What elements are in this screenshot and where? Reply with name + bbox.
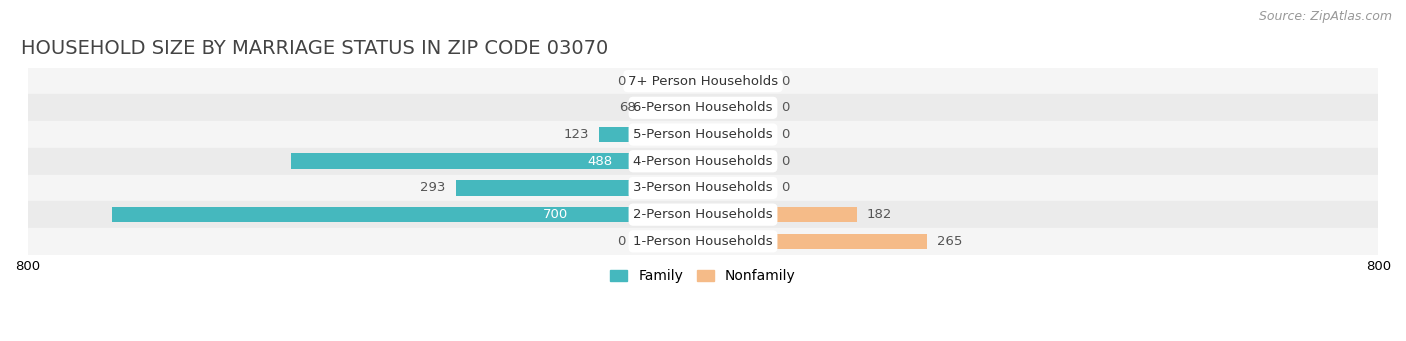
Text: 0: 0 bbox=[780, 181, 789, 194]
Bar bbox=[28, 121, 1378, 148]
Bar bbox=[112, 207, 703, 222]
Text: 0: 0 bbox=[617, 235, 626, 248]
Bar bbox=[703, 127, 770, 142]
Bar bbox=[703, 234, 927, 249]
Text: 2-Person Households: 2-Person Households bbox=[633, 208, 773, 221]
Text: 4-Person Households: 4-Person Households bbox=[633, 155, 773, 168]
Bar bbox=[28, 175, 1378, 201]
Text: 700: 700 bbox=[543, 208, 568, 221]
Text: 0: 0 bbox=[780, 75, 789, 88]
Bar bbox=[291, 153, 703, 169]
Text: 0: 0 bbox=[780, 155, 789, 168]
Text: HOUSEHOLD SIZE BY MARRIAGE STATUS IN ZIP CODE 03070: HOUSEHOLD SIZE BY MARRIAGE STATUS IN ZIP… bbox=[21, 39, 607, 58]
Text: 488: 488 bbox=[588, 155, 613, 168]
Text: 5-Person Households: 5-Person Households bbox=[633, 128, 773, 141]
Legend: Family, Nonfamily: Family, Nonfamily bbox=[605, 264, 801, 289]
Text: Source: ZipAtlas.com: Source: ZipAtlas.com bbox=[1258, 10, 1392, 23]
Bar bbox=[636, 234, 703, 249]
Bar bbox=[703, 100, 770, 116]
Text: 1-Person Households: 1-Person Households bbox=[633, 235, 773, 248]
Bar bbox=[703, 207, 856, 222]
Bar bbox=[28, 148, 1378, 175]
Bar bbox=[28, 201, 1378, 228]
Text: 3-Person Households: 3-Person Households bbox=[633, 181, 773, 194]
Text: 123: 123 bbox=[564, 128, 589, 141]
Bar bbox=[703, 153, 770, 169]
Text: 182: 182 bbox=[866, 208, 893, 221]
Bar bbox=[703, 73, 770, 89]
Bar bbox=[28, 68, 1378, 94]
Bar bbox=[645, 100, 703, 116]
Bar bbox=[456, 180, 703, 196]
Bar bbox=[28, 228, 1378, 255]
Text: 0: 0 bbox=[617, 75, 626, 88]
Text: 293: 293 bbox=[420, 181, 446, 194]
Text: 7+ Person Households: 7+ Person Households bbox=[628, 75, 778, 88]
Text: 0: 0 bbox=[780, 101, 789, 114]
Text: 6-Person Households: 6-Person Households bbox=[633, 101, 773, 114]
Text: 68: 68 bbox=[619, 101, 636, 114]
Bar bbox=[28, 94, 1378, 121]
Bar bbox=[703, 180, 770, 196]
Text: 265: 265 bbox=[936, 235, 962, 248]
Bar bbox=[636, 73, 703, 89]
Bar bbox=[599, 127, 703, 142]
Text: 0: 0 bbox=[780, 128, 789, 141]
